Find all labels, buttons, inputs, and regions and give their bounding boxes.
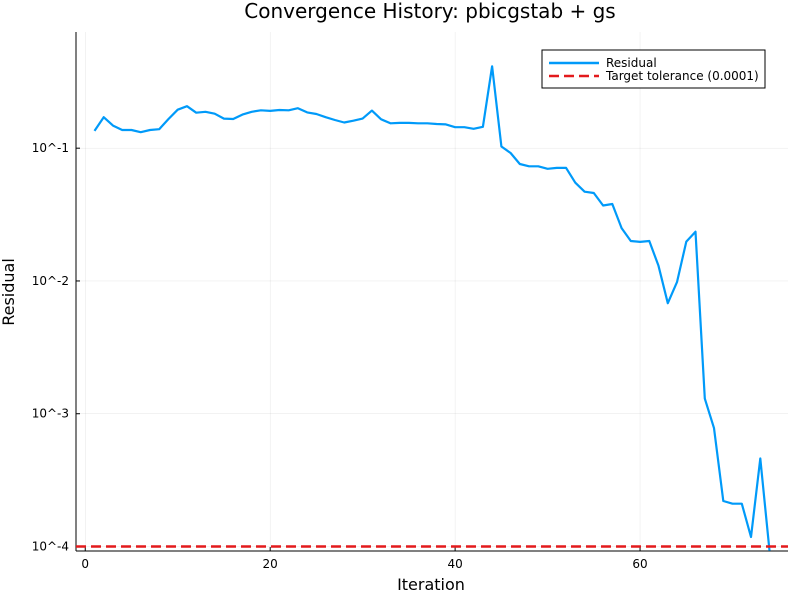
plot-series — [76, 65, 788, 551]
legend-box — [541, 49, 766, 89]
series-line-residual — [93, 65, 771, 551]
chart-title: Convergence History: pbicgstab + gs — [244, 0, 615, 23]
y-tick-label: 10^-2 — [32, 274, 69, 288]
x-axis-label: Iteration — [397, 575, 465, 594]
x-tick-label: 20 — [263, 557, 278, 571]
legend-label-target: Target tolerance (0.0001) — [605, 69, 759, 83]
y-axis-label: Residual — [0, 258, 18, 326]
x-tick-label: 60 — [632, 557, 647, 571]
x-tick-label: 0 — [81, 557, 89, 571]
y-tick-label: 10^-3 — [32, 407, 69, 421]
ticks: 0 20 40 60 10^-1 10^-2 10^-3 10^-4 — [32, 141, 648, 571]
y-tick-label: 10^-1 — [32, 141, 69, 155]
axes — [75, 32, 788, 552]
x-tick-label: 40 — [447, 557, 462, 571]
legend: Residual Target tolerance (0.0001) — [541, 49, 766, 89]
legend-label-residual: Residual — [606, 56, 657, 70]
grid — [76, 32, 788, 551]
y-tick-label: 10^-4 — [32, 540, 69, 554]
